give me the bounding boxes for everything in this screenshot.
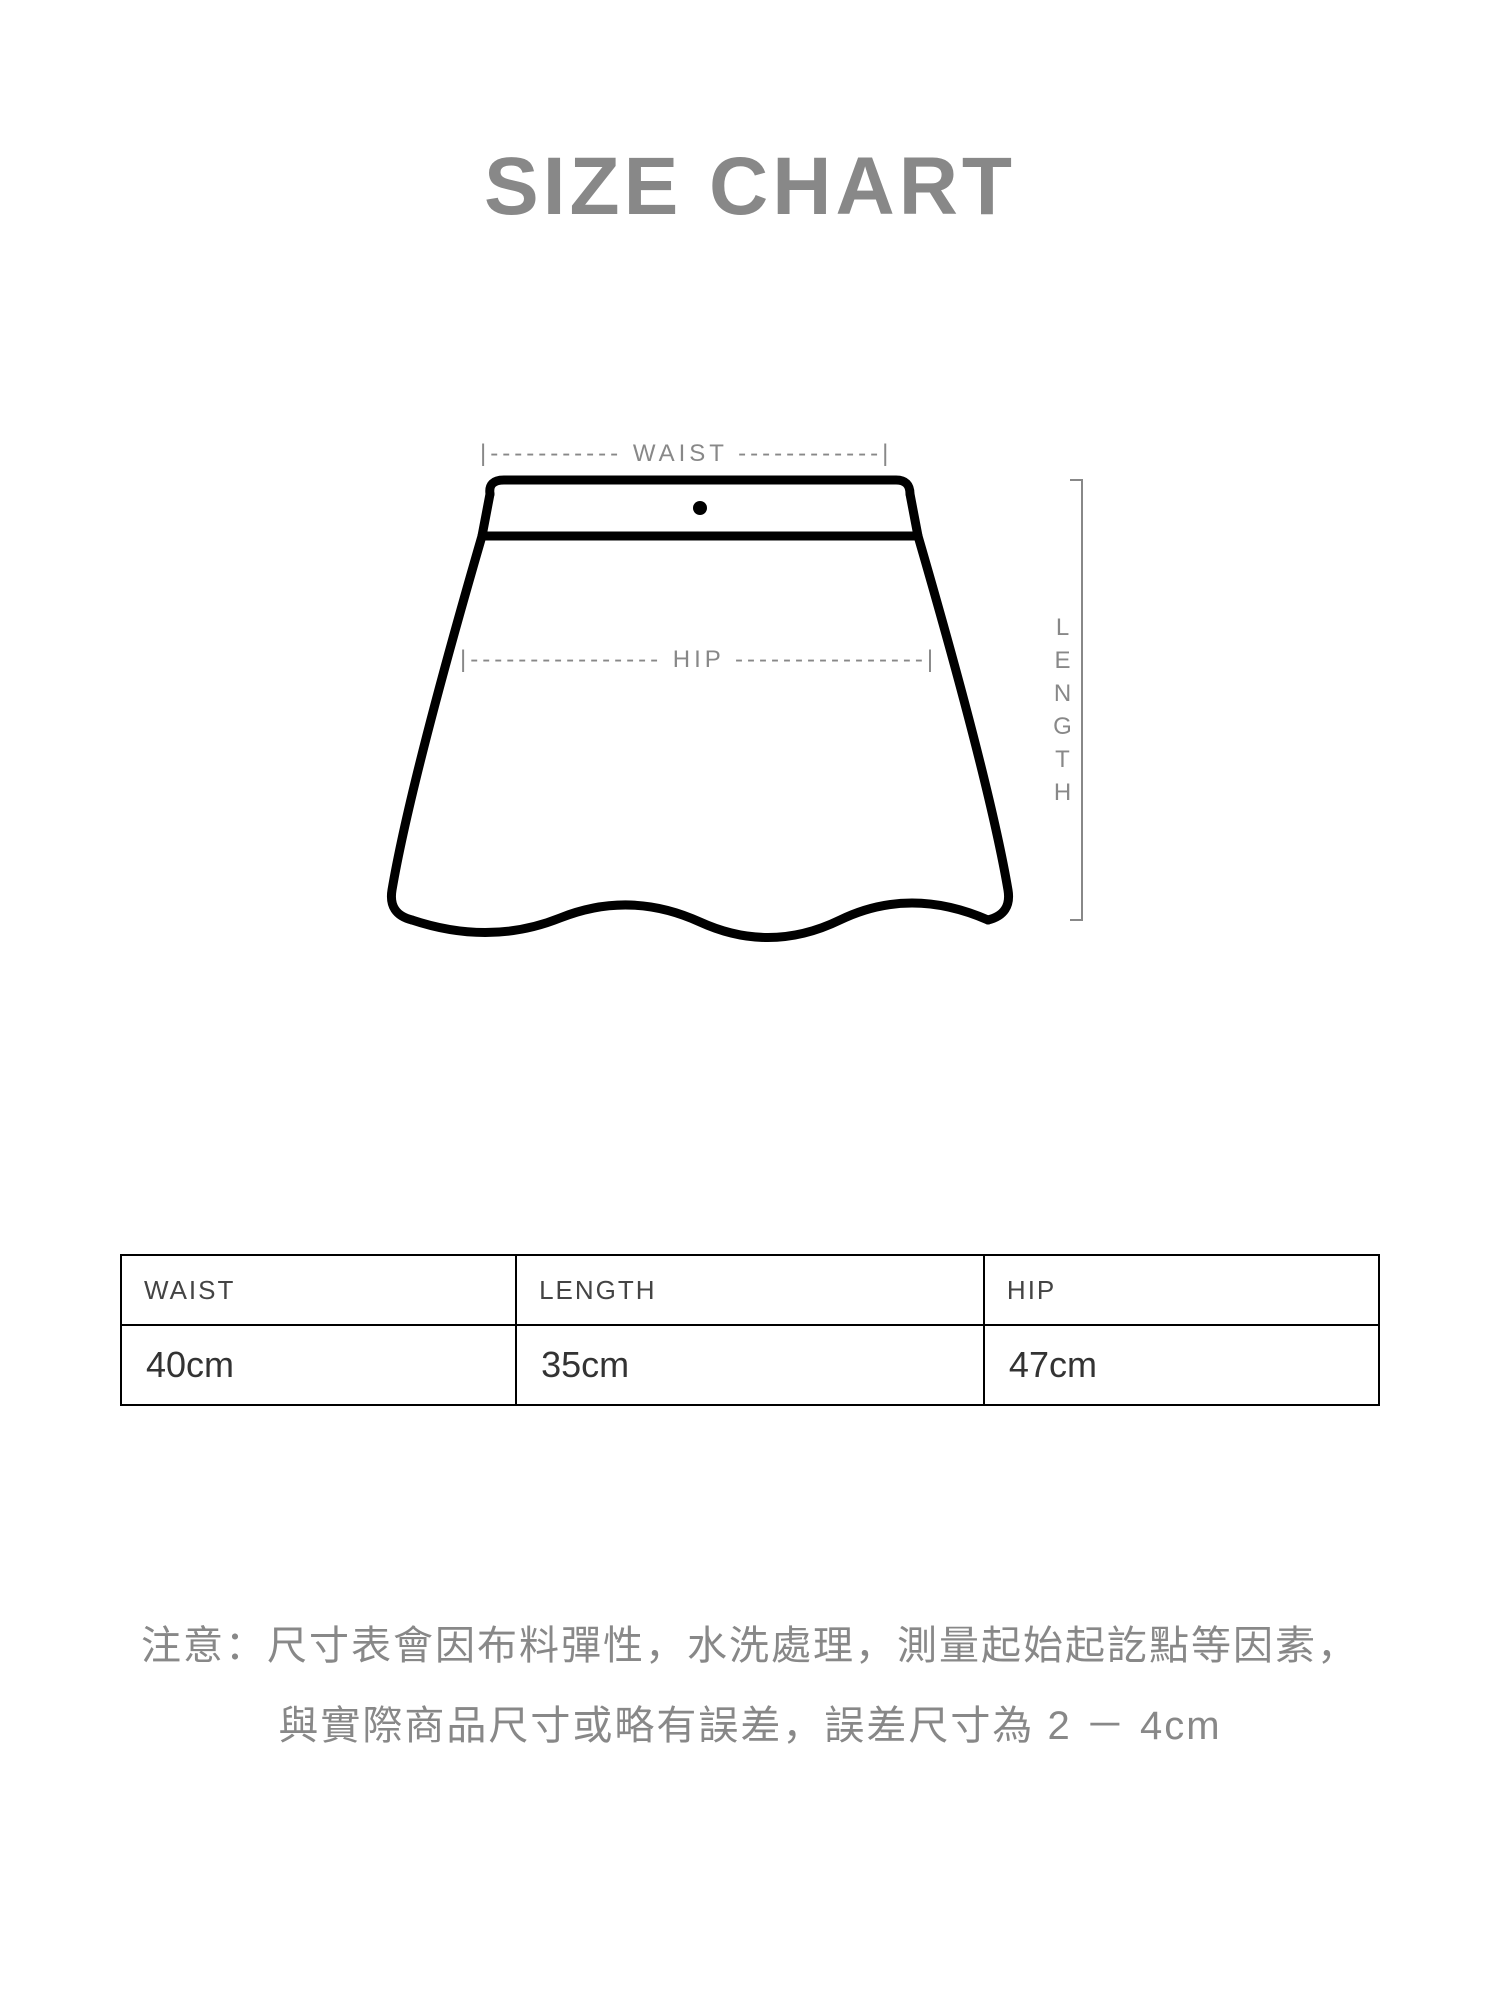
hip-dim-label: |---------------- HIP ----------------| [460, 646, 937, 674]
cell-waist: 40cm [121, 1325, 516, 1405]
hip-label-text: HIP [673, 646, 725, 673]
skirt-diagram: |----------- WAIST ------------| |------… [370, 474, 1130, 974]
table-head: WAIST LENGTH HIP [121, 1255, 1379, 1325]
page-container: SIZE CHART |----------- WAIST ----------… [0, 0, 1500, 2000]
col-length: LENGTH [516, 1255, 984, 1325]
length-label-text: LENGTH [1049, 614, 1076, 812]
size-table: WAIST LENGTH HIP 40cm 35cm 47cm [120, 1254, 1380, 1406]
table-row: 40cm 35cm 47cm [121, 1325, 1379, 1405]
table-header-row: WAIST LENGTH HIP [121, 1255, 1379, 1325]
waist-label-text: WAIST [633, 440, 728, 467]
dim-tick: ----------------| [735, 646, 937, 673]
cell-length: 35cm [516, 1325, 984, 1405]
dim-tick: ------------| [738, 440, 892, 467]
page-title: SIZE CHART [484, 140, 1016, 234]
footnote: 注意：尺寸表會因布料彈性，水洗處理，測量起始起訖點等因素，與實際商品尺寸或略有誤… [140, 1606, 1360, 1766]
dim-tick: |---------------- [460, 646, 662, 673]
cell-hip: 47cm [984, 1325, 1379, 1405]
table-body: 40cm 35cm 47cm [121, 1325, 1379, 1405]
col-hip: HIP [984, 1255, 1379, 1325]
dim-tick: |----------- [480, 440, 622, 467]
waist-dim-label: |----------- WAIST ------------| [480, 440, 892, 468]
col-waist: WAIST [121, 1255, 516, 1325]
skirt-svg [370, 474, 1130, 974]
length-dim-label: LENGTH [1048, 614, 1076, 812]
